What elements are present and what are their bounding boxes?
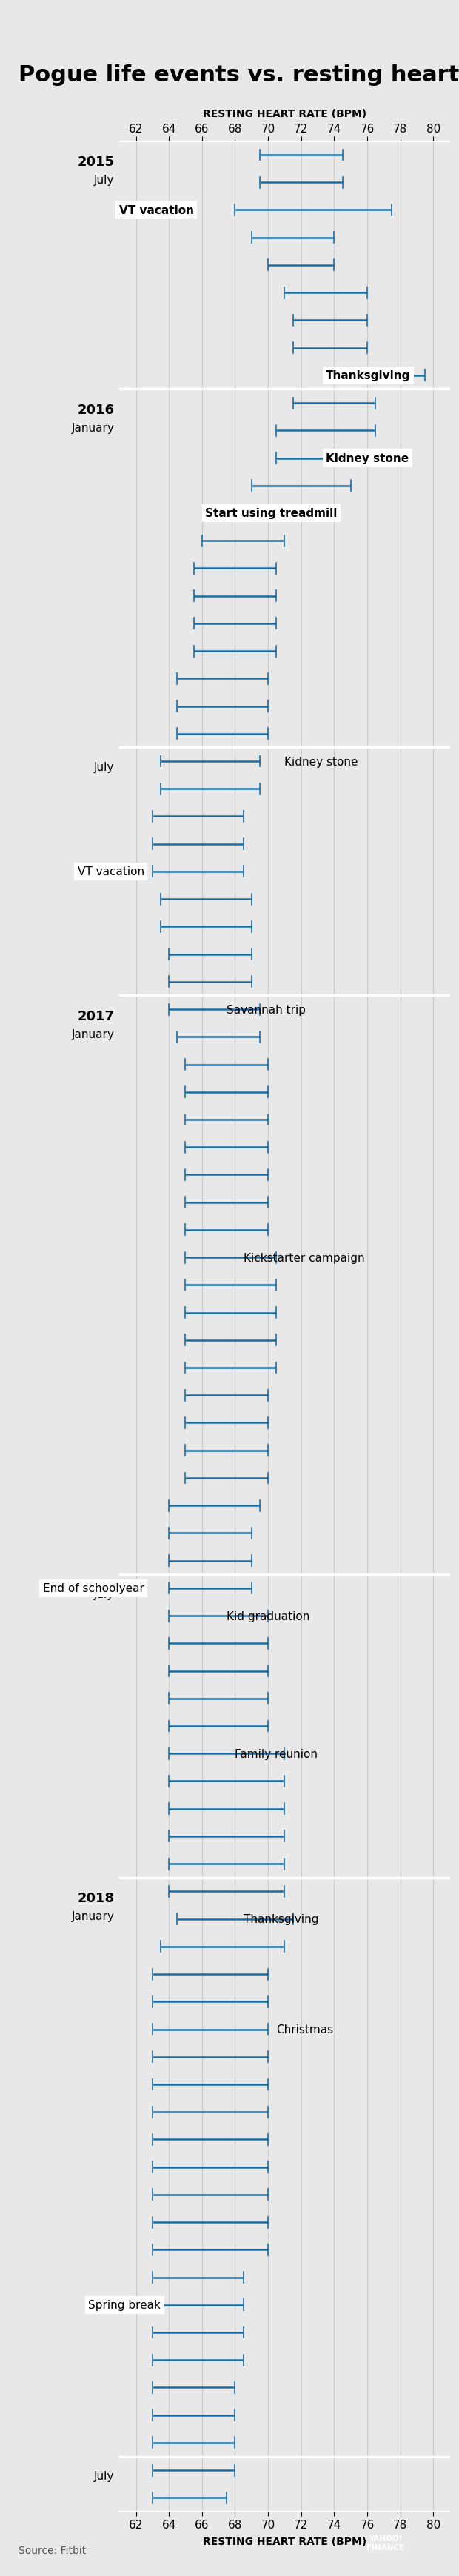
Text: July: July [94, 1589, 114, 1600]
Text: January: January [71, 1028, 114, 1041]
X-axis label: RESTING HEART RATE (BPM): RESTING HEART RATE (BPM) [203, 2535, 366, 2548]
Text: Thanksgiving: Thanksgiving [326, 371, 410, 381]
Text: Kickstarter campaign: Kickstarter campaign [243, 1252, 364, 1262]
Text: Spring break: Spring break [88, 2300, 161, 2311]
Text: January: January [71, 422, 114, 433]
Text: Kidney stone: Kidney stone [285, 757, 358, 768]
Text: Pogue life events vs. resting heart rate: Pogue life events vs. resting heart rate [18, 64, 459, 85]
Text: VT vacation: VT vacation [78, 866, 144, 878]
Text: Family reunion: Family reunion [235, 1749, 318, 1759]
Text: Kid graduation: Kid graduation [227, 1610, 310, 1620]
Text: July: July [94, 762, 114, 773]
Text: 2016: 2016 [77, 404, 114, 417]
Text: Kidney stone: Kidney stone [326, 453, 409, 464]
Text: July: July [94, 2470, 114, 2481]
Text: Source: Fitbit: Source: Fitbit [18, 2545, 86, 2555]
Text: Christmas: Christmas [276, 2025, 333, 2035]
X-axis label: RESTING HEART RATE (BPM): RESTING HEART RATE (BPM) [203, 108, 366, 118]
Text: July: July [94, 175, 114, 185]
Text: 2018: 2018 [77, 1891, 114, 1904]
Text: YAHOO!
FINANCE: YAHOO! FINANCE [367, 2535, 404, 2550]
Text: Start using treadmill: Start using treadmill [205, 507, 337, 520]
Text: Thanksgiving: Thanksgiving [243, 1914, 319, 1924]
Text: January: January [71, 1911, 114, 1922]
Text: End of schoolyear: End of schoolyear [43, 1582, 144, 1595]
Text: VT vacation: VT vacation [119, 206, 194, 216]
Text: 2015: 2015 [77, 155, 114, 170]
Text: 2017: 2017 [77, 1010, 114, 1023]
Text: Savannah trip: Savannah trip [227, 1005, 306, 1015]
